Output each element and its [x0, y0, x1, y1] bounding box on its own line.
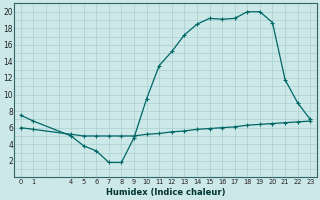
X-axis label: Humidex (Indice chaleur): Humidex (Indice chaleur) [106, 188, 225, 197]
